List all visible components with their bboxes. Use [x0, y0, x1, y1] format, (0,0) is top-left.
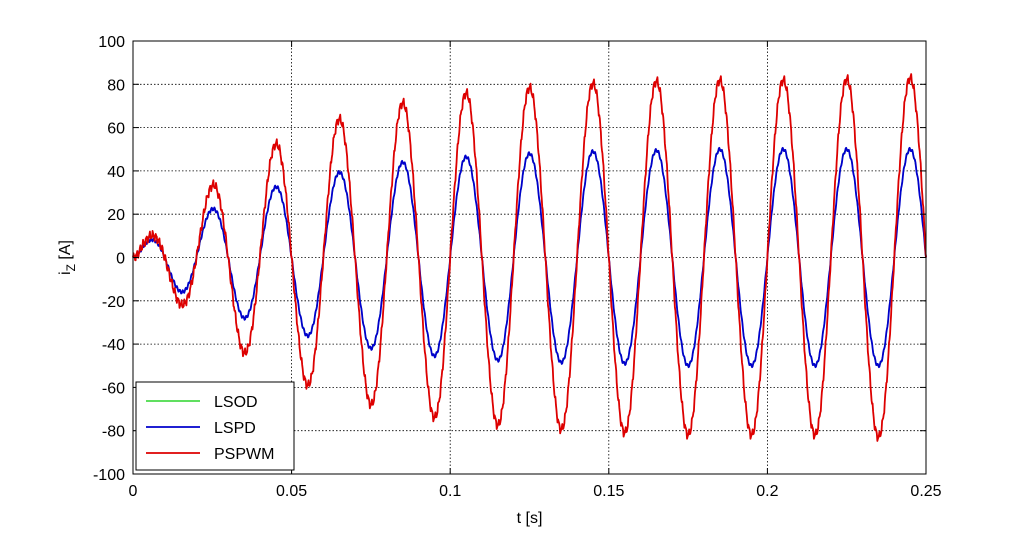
x-tick-label: 0.25	[910, 483, 941, 500]
y-tick-label: 20	[107, 207, 125, 224]
legend: LSOD LSPD PSPWM	[135, 381, 295, 471]
y-axis-label: iZ [A]	[57, 240, 78, 275]
y-tick-label: -60	[102, 380, 125, 397]
y-tick-label: -20	[102, 294, 125, 311]
y-tick-label: -100	[93, 467, 125, 484]
y-tick-label: 40	[107, 164, 125, 181]
x-tick-label: 0.15	[593, 483, 624, 500]
axis-ticks: 0 0.05 0.1 0.15 0.2 0.25 -100 -80 -60 -40 -20 0 20 40…	[93, 34, 942, 500]
y-tick-label: 100	[98, 34, 125, 51]
y-tick-label: 0	[116, 251, 125, 268]
x-tick-label: 0	[129, 483, 138, 500]
series-line-pspwm	[132, 73, 927, 442]
series-layer	[132, 73, 927, 442]
y-axis-label-subscript: Z	[64, 264, 78, 271]
x-tick-label: 0.1	[439, 483, 461, 500]
x-axis-label: t [s]	[517, 510, 543, 527]
x-tick-label: 0.2	[756, 483, 778, 500]
y-tick-label: 60	[107, 121, 125, 138]
legend-box	[135, 381, 295, 471]
y-axis-label-unit: [A]	[57, 240, 74, 264]
y-tick-label: 80	[107, 77, 125, 94]
legend-label-lsod: LSOD	[214, 394, 258, 411]
legend-label-pspwm: PSPWM	[214, 446, 274, 463]
y-axis-label-main: i	[57, 271, 74, 275]
series-line-lspd	[132, 146, 927, 369]
y-tick-label: -80	[102, 424, 125, 441]
y-tick-label: -40	[102, 337, 125, 354]
legend-label-lspd: LSPD	[214, 420, 256, 437]
x-tick-label: 0.05	[276, 483, 307, 500]
